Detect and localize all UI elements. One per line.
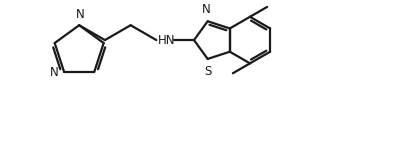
Text: S: S [204,65,211,78]
Text: HN: HN [158,34,176,47]
Text: N: N [202,3,211,16]
Text: N: N [51,66,59,79]
Text: N: N [76,8,84,21]
